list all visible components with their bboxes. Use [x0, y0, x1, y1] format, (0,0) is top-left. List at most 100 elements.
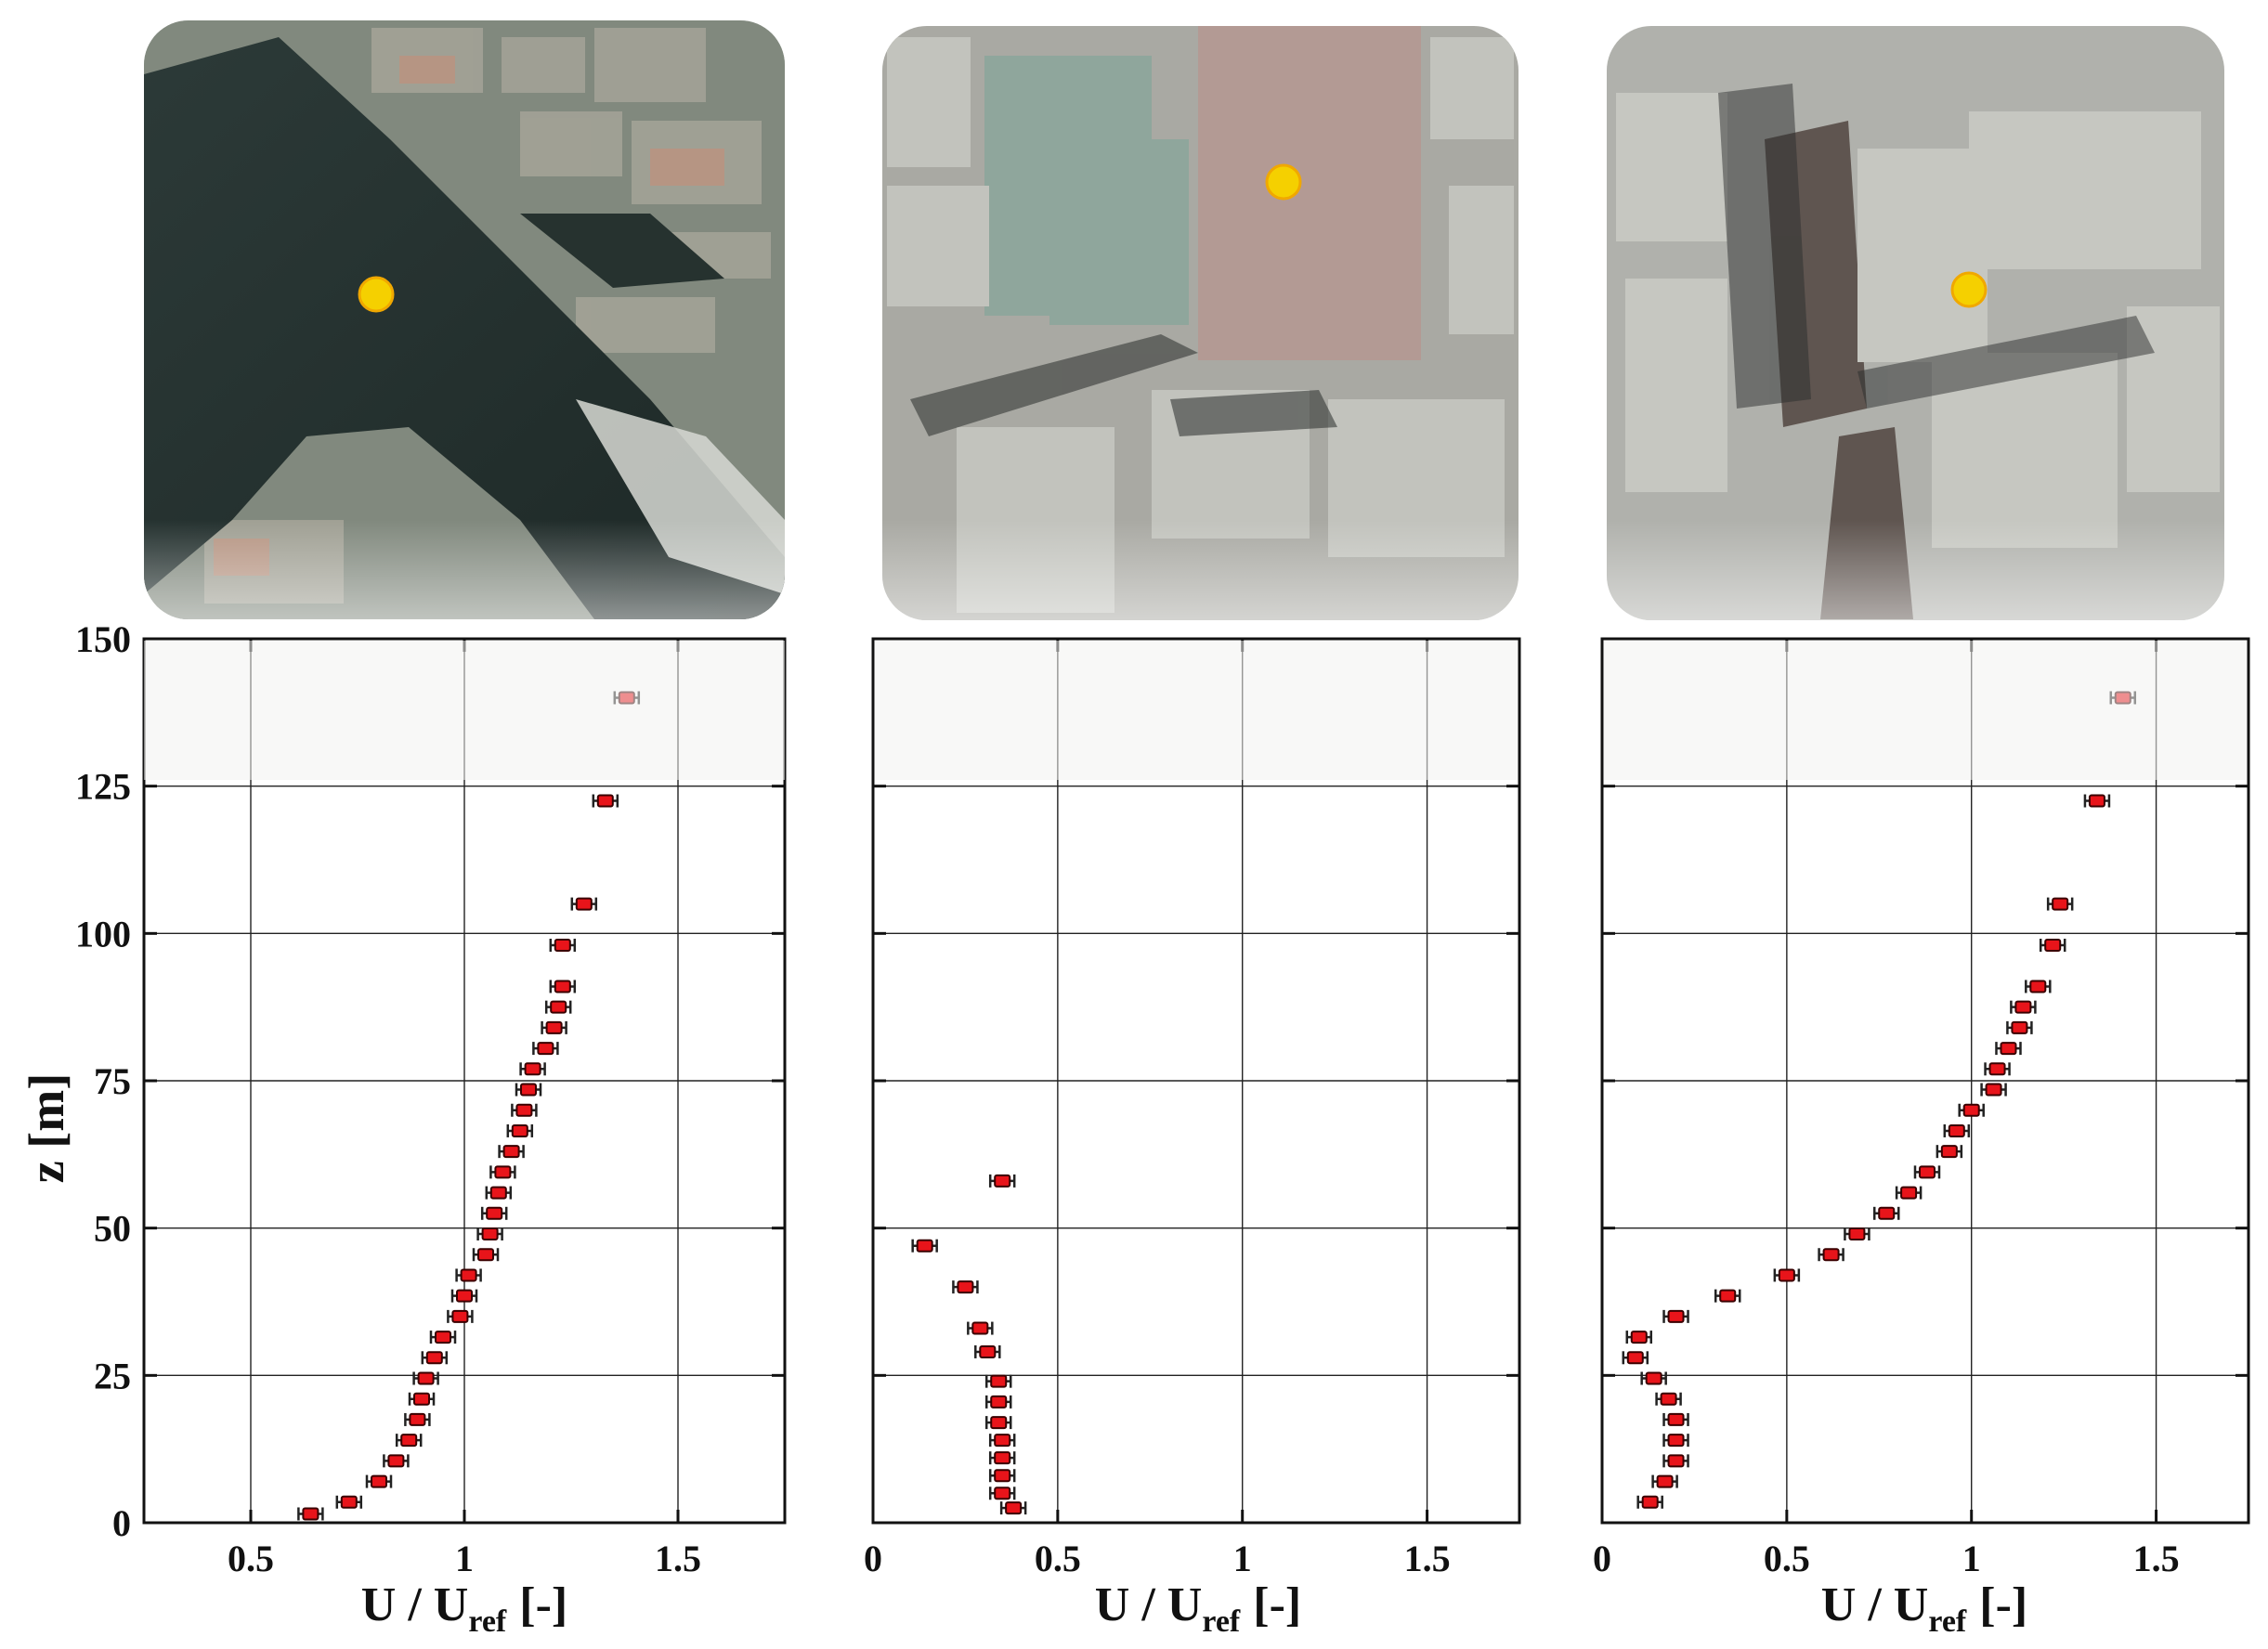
data-point: [1662, 1412, 1689, 1426]
data-marker: [994, 1451, 1011, 1465]
data-point: [1636, 1495, 1663, 1509]
data-point: [485, 1186, 513, 1200]
data-marker: [1822, 1248, 1840, 1262]
data-marker: [477, 1248, 494, 1262]
data-marker: [1918, 1165, 1936, 1179]
data-point: [2025, 980, 2052, 993]
x-axis-label: U / Uref [-]: [1821, 1578, 2027, 1639]
data-marker: [545, 1020, 563, 1034]
data-point: [1958, 1103, 1985, 1117]
x-axis-label: U / Uref [-]: [1095, 1578, 1301, 1639]
data-markers: [911, 1174, 1027, 1515]
data-point: [988, 1487, 1016, 1500]
data-point: [544, 1000, 572, 1014]
data-point: [541, 1020, 567, 1034]
x-tick-label: 0: [1593, 1538, 1611, 1579]
data-point: [472, 1248, 500, 1262]
data-point: [1651, 1474, 1678, 1488]
data-marker: [1667, 1309, 1685, 1323]
data-point: [592, 794, 619, 808]
x-tick-label: 1: [1962, 1538, 1981, 1579]
data-point: [984, 1416, 1012, 1430]
data-marker: [456, 1289, 473, 1303]
data-marker: [1878, 1206, 1896, 1220]
data-point: [1640, 1371, 1667, 1385]
data-point: [1844, 1227, 1870, 1241]
data-marker: [971, 1321, 989, 1335]
data-marker: [511, 1123, 528, 1137]
data-marker: [1641, 1495, 1659, 1509]
plot-panel-street: 0 0.5 1 1.5 U / Uref [-]: [1593, 637, 2250, 1639]
data-marker: [1626, 1351, 1644, 1365]
data-marker: [302, 1507, 319, 1521]
data-marker: [1848, 1227, 1866, 1241]
data-point: [1980, 1083, 2007, 1097]
data-marker: [575, 897, 593, 911]
x-tick-label: 1: [1233, 1538, 1252, 1579]
data-point: [988, 1469, 1016, 1483]
x-tick-label: 1.5: [655, 1538, 701, 1579]
data-marker: [1988, 1062, 2006, 1076]
data-point: [498, 1145, 525, 1159]
data-marker: [502, 1145, 520, 1159]
data-marker: [2014, 1000, 2032, 1014]
y-tick-label: 25: [94, 1355, 131, 1396]
data-markers: [297, 691, 641, 1521]
data-marker: [554, 939, 571, 953]
data-marker: [957, 1280, 974, 1294]
x-tick-label: 1.5: [1404, 1538, 1451, 1579]
location-marker-icon: [1950, 271, 1988, 308]
data-marker: [417, 1371, 435, 1385]
gridlines: [1602, 639, 2248, 1523]
data-marker: [916, 1239, 933, 1253]
data-point: [1662, 1434, 1689, 1448]
data-point: [404, 1412, 431, 1426]
gridlines: [873, 639, 1519, 1523]
location-marker-icon: [1265, 163, 1302, 201]
data-marker: [1940, 1145, 1958, 1159]
data-point: [988, 1451, 1016, 1465]
data-point: [2083, 794, 2111, 808]
data-marker: [1660, 1392, 1677, 1406]
x-tick-labels: 0 0.5 1 1.5: [1593, 1538, 2180, 1579]
data-marker: [486, 1206, 503, 1220]
data-point: [1943, 1123, 1971, 1137]
data-point: [1773, 1268, 1801, 1282]
data-marker: [1962, 1103, 1980, 1117]
data-marker: [1985, 1083, 2002, 1097]
x-tick-label: 1.5: [2133, 1538, 2180, 1579]
data-point: [489, 1165, 516, 1179]
data-marker: [1667, 1412, 1685, 1426]
data-marker: [1667, 1454, 1685, 1468]
reflection-fade: [875, 641, 1518, 780]
data-point: [2006, 1020, 2033, 1034]
data-point: [1622, 1351, 1649, 1365]
data-marker: [994, 1487, 1011, 1500]
map-thumbnail-street-canyon: [1607, 26, 2224, 620]
data-point: [335, 1495, 363, 1509]
data-marker: [1900, 1186, 1918, 1200]
data-marker: [2044, 939, 2062, 953]
x-tick-labels: 0.5 1 1.5: [228, 1538, 701, 1579]
gridlines: [144, 639, 785, 1523]
data-point: [1995, 1042, 2022, 1056]
data-point: [412, 1371, 439, 1385]
data-point: [519, 1062, 546, 1076]
data-point: [1662, 1309, 1689, 1323]
reflection-fade: [144, 641, 785, 780]
data-point: [1662, 1454, 1689, 1468]
y-tick-label: 0: [112, 1502, 131, 1544]
data-point: [506, 1123, 534, 1137]
data-marker: [400, 1434, 418, 1448]
data-point: [429, 1331, 457, 1344]
data-point: [455, 1268, 482, 1282]
data-point: [1872, 1206, 1900, 1220]
data-point: [911, 1239, 938, 1253]
data-point: [1895, 1186, 1923, 1200]
data-point: [1714, 1289, 1741, 1303]
data-marker: [494, 1165, 512, 1179]
data-marker: [994, 1434, 1011, 1448]
data-point: [974, 1344, 1001, 1358]
data-marker: [371, 1474, 387, 1488]
data-point: [480, 1206, 508, 1220]
